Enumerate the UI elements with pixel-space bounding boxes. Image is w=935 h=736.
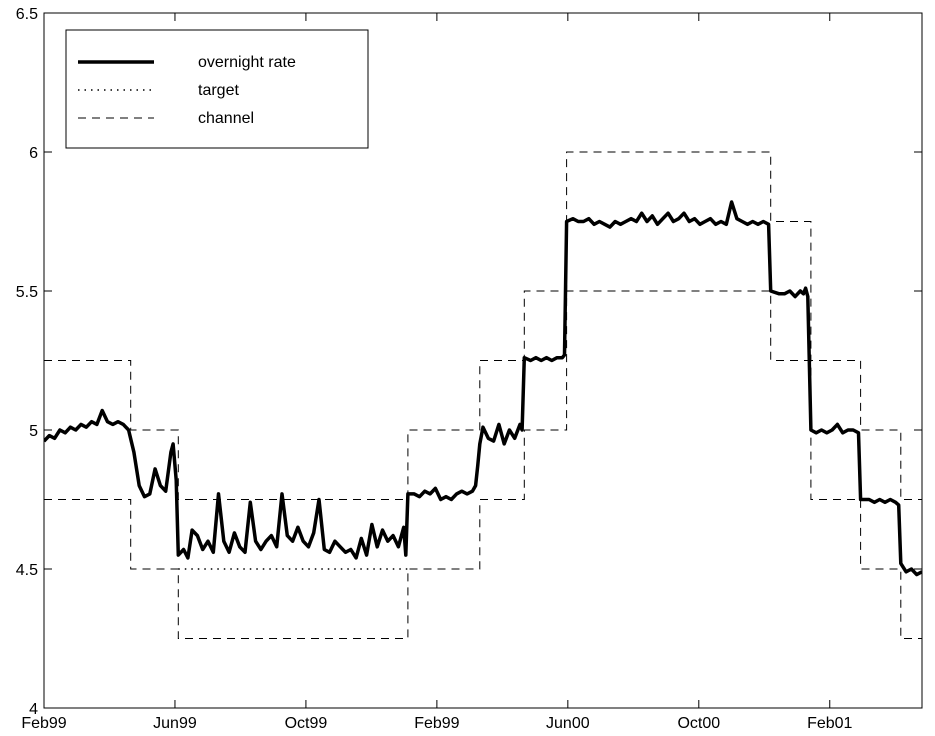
x-tick-label: Jun00 [546, 715, 590, 732]
overnight-rate-line [44, 200, 922, 577]
channel-lower-line [44, 290, 922, 639]
y-tick-label: 5.5 [16, 284, 38, 301]
x-tick-label: Feb01 [807, 715, 852, 732]
channel-upper-line [44, 151, 922, 500]
legend-label-2: target [198, 82, 239, 99]
axes-frame [43, 12, 923, 709]
x-tick-label: Feb99 [21, 715, 66, 732]
axes: 4 4.5 5 5.5 6 6.5 Feb99 Jun99 Oct99 Feb99 Jun00 Oct… [16, 6, 923, 732]
y-tick-label: 6.5 [16, 6, 38, 23]
x-tick-label: Oct00 [677, 715, 720, 732]
y-tick-label: 4 [29, 701, 38, 718]
legend-box [65, 29, 369, 149]
legend-label-3: channel [198, 110, 254, 127]
plot-area [44, 151, 922, 639]
y-tick-label: 4.5 [16, 562, 38, 579]
y-tick-label: 6 [29, 145, 38, 162]
legend: overnight rate target channel [65, 29, 369, 149]
y-tick-label: 5 [29, 423, 38, 440]
x-tick-label: Jun99 [153, 715, 197, 732]
x-tick-label: Oct99 [285, 715, 328, 732]
x-tick-label: Feb99 [414, 715, 459, 732]
legend-label-1: overnight rate [198, 54, 296, 71]
